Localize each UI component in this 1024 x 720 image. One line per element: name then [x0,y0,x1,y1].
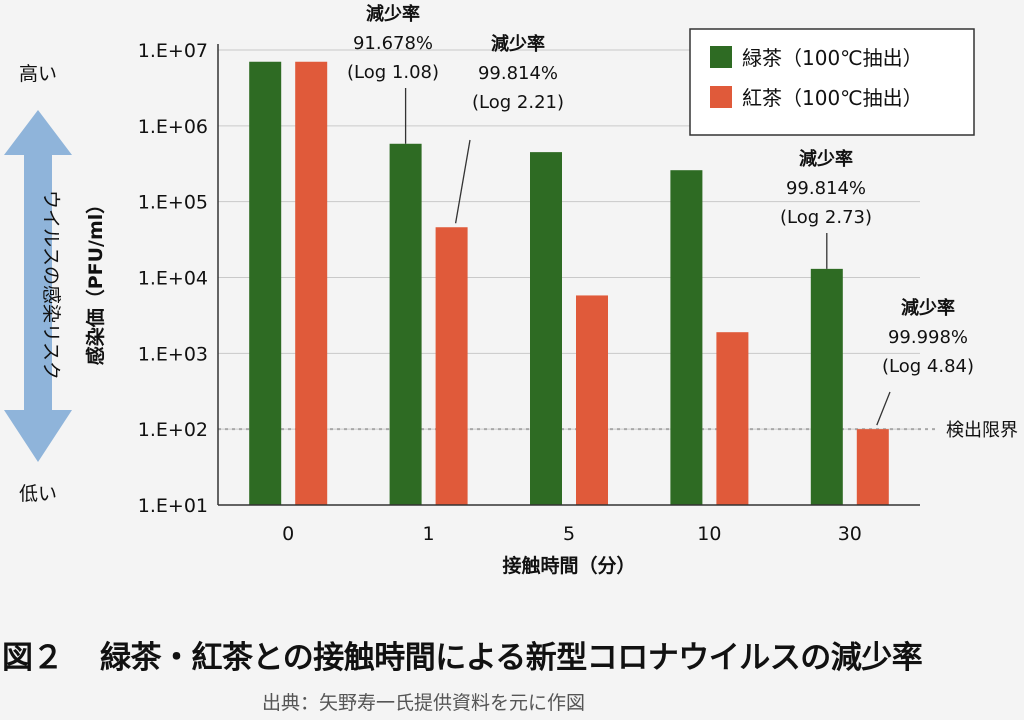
annotation-title: 減少率 [491,33,545,55]
legend: 緑茶（100℃抽出） 紅茶（100℃抽出） [689,28,975,136]
annotation-title: 減少率 [901,297,955,319]
legend-label: 紅茶（100℃抽出） [742,86,923,110]
risk-axis-label: ウイルスの感染リスク [40,190,62,380]
figure-caption: 図２ 緑茶・紅茶との接触時間による新型コロナウイルスの減少率 [2,632,1022,677]
bar-black-tea [435,227,468,506]
annotation-rate: 99.814% [478,63,558,84]
bar-black-tea [856,429,889,505]
risk-high-label: 高い [19,63,57,85]
detection-limit-line: 検出限界 [218,420,1018,441]
tick-labels: 1.E+07 1.E+06 1.E+05 1.E+04 1.E+03 1.E+02 1.E+… [138,40,862,545]
x-tick-label: 10 [697,523,721,545]
annotation-rate: 91.678% [353,33,433,54]
legend-swatch [710,86,732,108]
annotations: 減少率 91.678% (Log 1.08) 減少率 99.814% (Log 2.21)… [347,3,974,426]
bar-black-tea [576,295,608,505]
caption-text: 緑茶・紅茶との接触時間による新型コロナウイルスの減少率 [100,640,923,676]
x-tick-label: 0 [282,523,294,545]
annotation-log: (Log 4.84) [882,356,974,377]
x-tick-label: 5 [563,523,575,545]
bars [249,61,889,506]
bar-green-tea [810,268,843,505]
annotation-rate: 99.998% [888,327,968,348]
figure-number: 図２ [2,640,64,676]
bar-black-tea [716,332,749,505]
annotation-title: 減少率 [366,3,420,25]
risk-arrow-shape [4,110,72,462]
y-tick-label: 1.E+05 [138,192,208,214]
y-tick-label: 1.E+02 [138,419,208,441]
y-tick-label: 1.E+06 [138,116,208,138]
x-axis-title: 接触時間（分） [502,554,635,577]
bar-green-tea [530,152,562,505]
x-tick-label: 1 [423,523,435,545]
axes [217,44,920,506]
y-tick-label: 1.E+01 [138,495,208,517]
bar-green-tea [670,170,703,505]
risk-low-label: 低い [19,483,57,505]
bar-black-tea [295,61,328,505]
y-tick-label: 1.E+03 [138,343,208,365]
bar-green-tea [249,61,282,505]
y-tick-label: 1.E+04 [138,268,208,290]
annotation-rate: 99.814% [786,178,866,199]
bar-green-tea [389,143,422,505]
legend-box [689,28,975,136]
axis-titles: 接触時間（分） 感染価（PFU/ml） [84,195,636,577]
source-note: 出典：矢野寿一氏提供資料を元に作図 [262,692,586,714]
legend-swatch [710,46,732,68]
annotation-log: (Log 2.73) [780,207,872,228]
y-tick-label: 1.E+07 [138,40,208,62]
detection-limit-label: 検出限界 [946,420,1018,441]
annotation-log: (Log 1.08) [347,62,439,83]
annotation-title: 減少率 [799,148,853,170]
annotation-leader [876,391,891,426]
legend-label: 緑茶（100℃抽出） [742,46,923,70]
x-tick-label: 30 [838,523,862,545]
annotation-log: (Log 2.21) [472,92,564,113]
annotation-leader [454,139,471,224]
y-axis-title: 感染価（PFU/ml） [84,195,107,366]
